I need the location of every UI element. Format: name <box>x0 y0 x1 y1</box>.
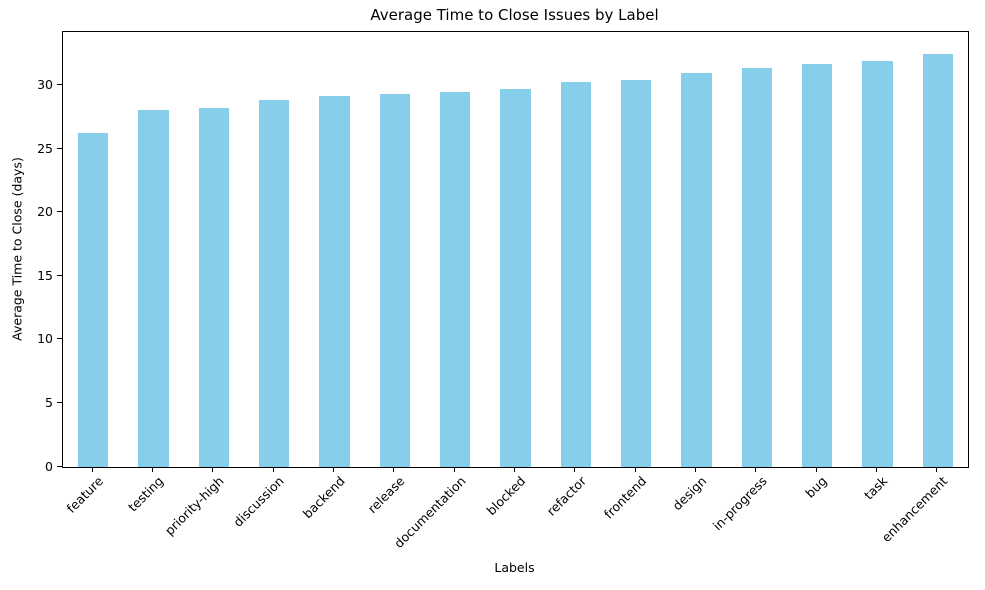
x-tick-mark-priority-high <box>212 467 214 472</box>
x-tick-label-task: task <box>861 473 891 503</box>
x-tick-label-enhancement: enhancement <box>879 473 951 545</box>
bar-in-progress <box>741 68 772 467</box>
x-tick-label-design: design <box>669 473 710 514</box>
x-tick-mark-bug <box>815 467 817 472</box>
x-tick-mark-discussion <box>272 467 274 472</box>
x-tick-label-discussion: discussion <box>230 473 288 530</box>
y-tick-label-0: 0 <box>45 458 53 474</box>
x-tick-label-backend: backend <box>299 473 348 522</box>
x-tick-mark-testing <box>152 467 153 472</box>
x-tick-mark-feature <box>91 467 93 472</box>
y-tick-label-30: 30 <box>37 77 53 93</box>
y-tick-mark-0 <box>57 465 62 467</box>
x-tick-label-testing: testing <box>125 473 167 515</box>
bar-discussion <box>259 99 290 467</box>
x-tick-label-feature: feature <box>63 473 107 516</box>
x-tick-label-release: release <box>364 473 408 517</box>
y-tick-mark-25 <box>57 147 62 149</box>
x-tick-mark-backend <box>333 467 334 472</box>
y-tick-label-25: 25 <box>37 140 53 156</box>
x-tick-mark-frontend <box>634 467 636 472</box>
bar-task <box>862 60 893 467</box>
y-tick-mark-10 <box>57 338 62 340</box>
y-tick-mark-30 <box>57 84 62 86</box>
bar-enhancement <box>922 54 953 467</box>
x-tick-mark-release <box>393 467 395 472</box>
x-tick-mark-enhancement <box>936 467 938 472</box>
x-tick-label-in-progress: in-progress <box>709 473 770 534</box>
y-tick-mark-5 <box>57 401 62 403</box>
bar-frontend <box>621 79 652 467</box>
bar-feature <box>78 132 109 467</box>
x-tick-label-blocked: blocked <box>483 473 529 519</box>
x-tick-label-priority-high: priority-high <box>161 473 227 539</box>
x-tick-mark-in-progress <box>755 467 757 472</box>
x-tick-mark-documentation <box>453 467 455 472</box>
bar-refactor <box>560 82 591 467</box>
y-tick-label-10: 10 <box>37 331 53 347</box>
bar-bug <box>802 64 833 467</box>
y-tick-mark-15 <box>57 274 62 276</box>
bar-release <box>379 93 410 467</box>
bar-priority-high <box>198 107 229 467</box>
bar-backend <box>319 96 350 467</box>
bar-testing <box>138 110 169 467</box>
x-tick-label-refactor: refactor <box>543 473 589 519</box>
x-axis-label: Labels <box>494 560 535 575</box>
y-tick-label-5: 5 <box>45 394 53 410</box>
x-tick-mark-refactor <box>574 467 576 472</box>
x-tick-mark-task <box>876 467 877 472</box>
y-axis-label: Average Time to Close (days) <box>9 157 25 341</box>
bar-design <box>681 73 712 467</box>
bar-documentation <box>440 92 471 467</box>
x-tick-mark-design <box>695 467 696 472</box>
x-tick-label-bug: bug <box>802 473 831 501</box>
y-tick-label-15: 15 <box>37 267 53 283</box>
chart-title: Average Time to Close Issues by Label <box>370 6 659 24</box>
x-tick-mark-blocked <box>514 467 515 472</box>
y-tick-mark-20 <box>57 211 62 213</box>
x-tick-label-frontend: frontend <box>600 473 650 522</box>
bar-blocked <box>500 88 531 467</box>
plot-area <box>62 31 969 468</box>
y-tick-label-20: 20 <box>37 204 53 220</box>
